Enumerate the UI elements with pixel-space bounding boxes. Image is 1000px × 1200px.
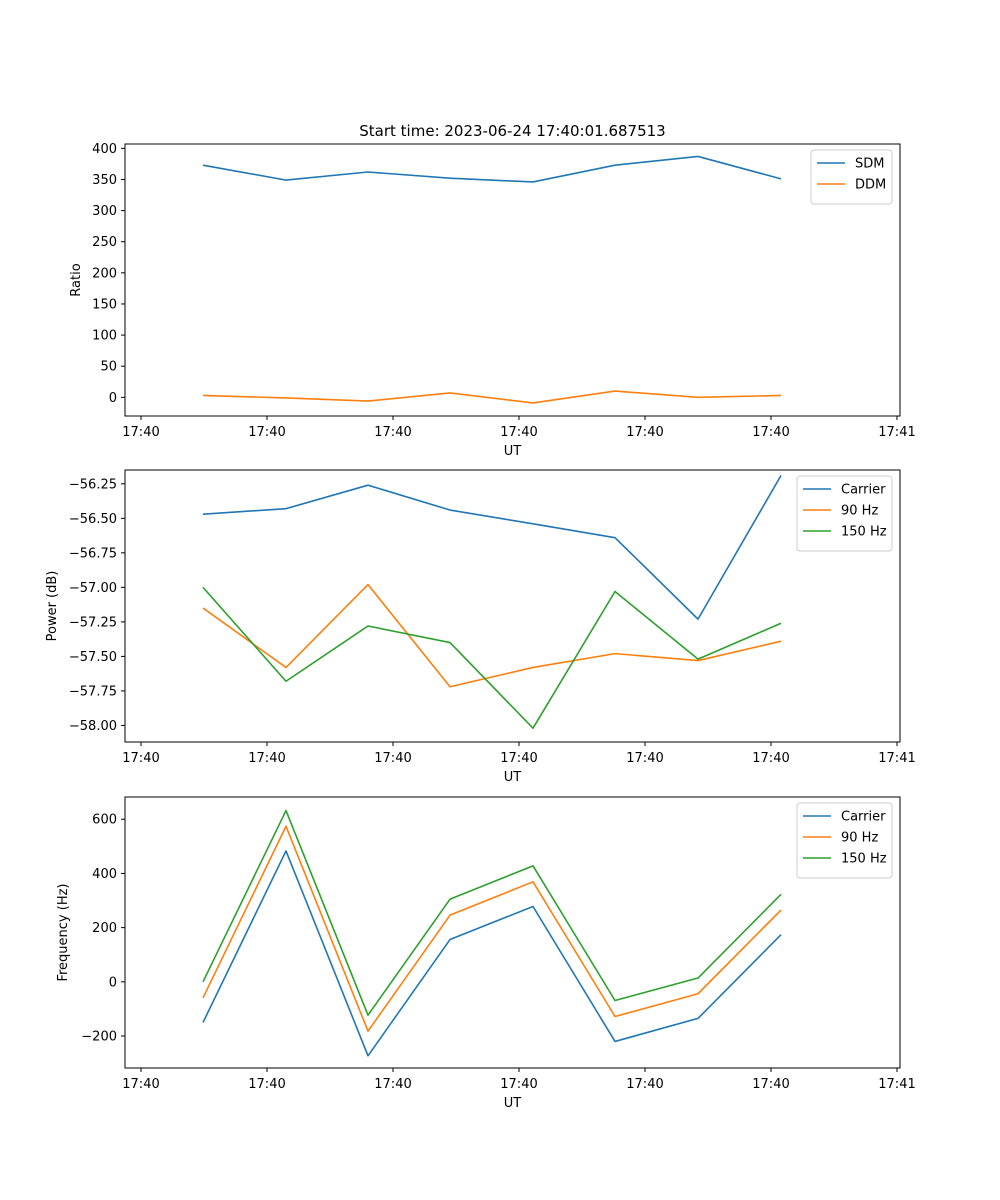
series-line-150-hz (202, 586, 782, 729)
y-tick-label: −57.00 (69, 581, 117, 596)
x-tick-label: 17:41 (878, 1077, 915, 1092)
x-tick-label: 17:40 (752, 425, 789, 440)
x-tick-label: 17:40 (500, 425, 537, 440)
y-tick-label: 400 (92, 142, 117, 157)
x-tick-label: 17:40 (248, 751, 285, 766)
x-tick-label: 17:40 (500, 751, 537, 766)
x-tick-label: 17:40 (752, 751, 789, 766)
ratio-legend: SDM DDM (810, 149, 893, 205)
y-tick-label: 400 (92, 867, 117, 882)
ratio-panel: Start time: 2023-06-24 17:40:01.687513 17… (69, 122, 916, 459)
frequency-x-axis-label: UT (504, 1096, 522, 1111)
power-panel: 17:40 17:40 17:40 17:40 17:40 17:40 17:41 UT −58… (45, 469, 916, 785)
y-tick-label: 100 (92, 329, 117, 344)
x-tick-label: 17:40 (122, 425, 159, 440)
power-legend: Carrier 90 Hz 150 Hz (796, 475, 893, 552)
legend-entry: Carrier (841, 810, 886, 825)
x-tick-label: 17:40 (374, 1077, 411, 1092)
x-tick-label: 17:40 (374, 751, 411, 766)
x-tick-label: 17:40 (122, 1077, 159, 1092)
x-tick-label: 17:40 (374, 425, 411, 440)
y-tick-label: 250 (92, 235, 117, 250)
y-tick-label: −57.75 (69, 684, 117, 699)
series-line-90-hz (202, 583, 782, 688)
frequency-panel: 17:40 17:40 17:40 17:40 17:40 17:40 17:41 UT −20… (56, 796, 916, 1111)
y-tick-label: 0 (109, 975, 117, 990)
x-tick-label: 17:40 (626, 425, 663, 440)
x-tick-label: 17:40 (248, 1077, 285, 1092)
legend-entry: 150 Hz (841, 852, 887, 867)
series-line-150-hz (202, 809, 782, 1016)
legend-entry: 150 Hz (841, 525, 887, 540)
series-line-ddm (202, 390, 782, 404)
power-y-axis-label: Power (dB) (45, 571, 60, 642)
y-tick-label: 200 (92, 921, 117, 936)
frequency-axes-frame (124, 796, 901, 1069)
series-line-sdm (202, 155, 782, 183)
y-tick-label: 350 (92, 173, 117, 188)
y-tick-label: −56.75 (69, 546, 117, 561)
y-tick-label: 150 (92, 297, 117, 312)
legend-box (796, 802, 893, 879)
ratio-chart-title: Start time: 2023-06-24 17:40:01.687513 (359, 122, 665, 140)
y-tick-label: 50 (100, 360, 117, 375)
x-tick-label: 17:40 (626, 751, 663, 766)
series-line-90-hz (202, 825, 782, 1032)
legend-entry: Carrier (841, 483, 886, 498)
y-tick-label: −57.25 (69, 615, 117, 630)
y-tick-label: 0 (109, 391, 117, 406)
x-tick-label: 17:40 (122, 751, 159, 766)
power-x-axis-label: UT (504, 770, 522, 785)
frequency-legend: Carrier 90 Hz 150 Hz (796, 802, 893, 879)
x-tick-label: 17:41 (878, 425, 915, 440)
y-tick-label: −56.50 (69, 512, 117, 527)
power-axes-frame (124, 469, 901, 743)
x-tick-label: 17:41 (878, 751, 915, 766)
y-tick-label: −200 (81, 1030, 117, 1045)
y-tick-label: −58.00 (69, 719, 117, 734)
legend-entry: DDM (855, 178, 886, 193)
x-tick-label: 17:40 (500, 1077, 537, 1092)
x-tick-label: 17:40 (248, 425, 285, 440)
legend-entry: 90 Hz (841, 504, 878, 519)
y-tick-label: −57.50 (69, 650, 117, 665)
y-tick-label: 200 (92, 266, 117, 281)
frequency-y-axis-label: Frequency (Hz) (56, 883, 71, 981)
y-tick-label: −56.25 (69, 477, 117, 492)
series-line-carrier (202, 475, 782, 620)
x-tick-label: 17:40 (752, 1077, 789, 1092)
legend-entry: 90 Hz (841, 831, 878, 846)
legend-box (796, 475, 893, 552)
ratio-y-axis-label: Ratio (69, 263, 84, 296)
y-tick-label: 600 (92, 813, 117, 828)
x-tick-label: 17:40 (626, 1077, 663, 1092)
ratio-axes-frame (124, 143, 901, 417)
series-line-carrier (202, 850, 782, 1057)
y-tick-label: 300 (92, 204, 117, 219)
legend-entry: SDM (855, 157, 884, 172)
ratio-x-axis-label: UT (504, 444, 522, 459)
